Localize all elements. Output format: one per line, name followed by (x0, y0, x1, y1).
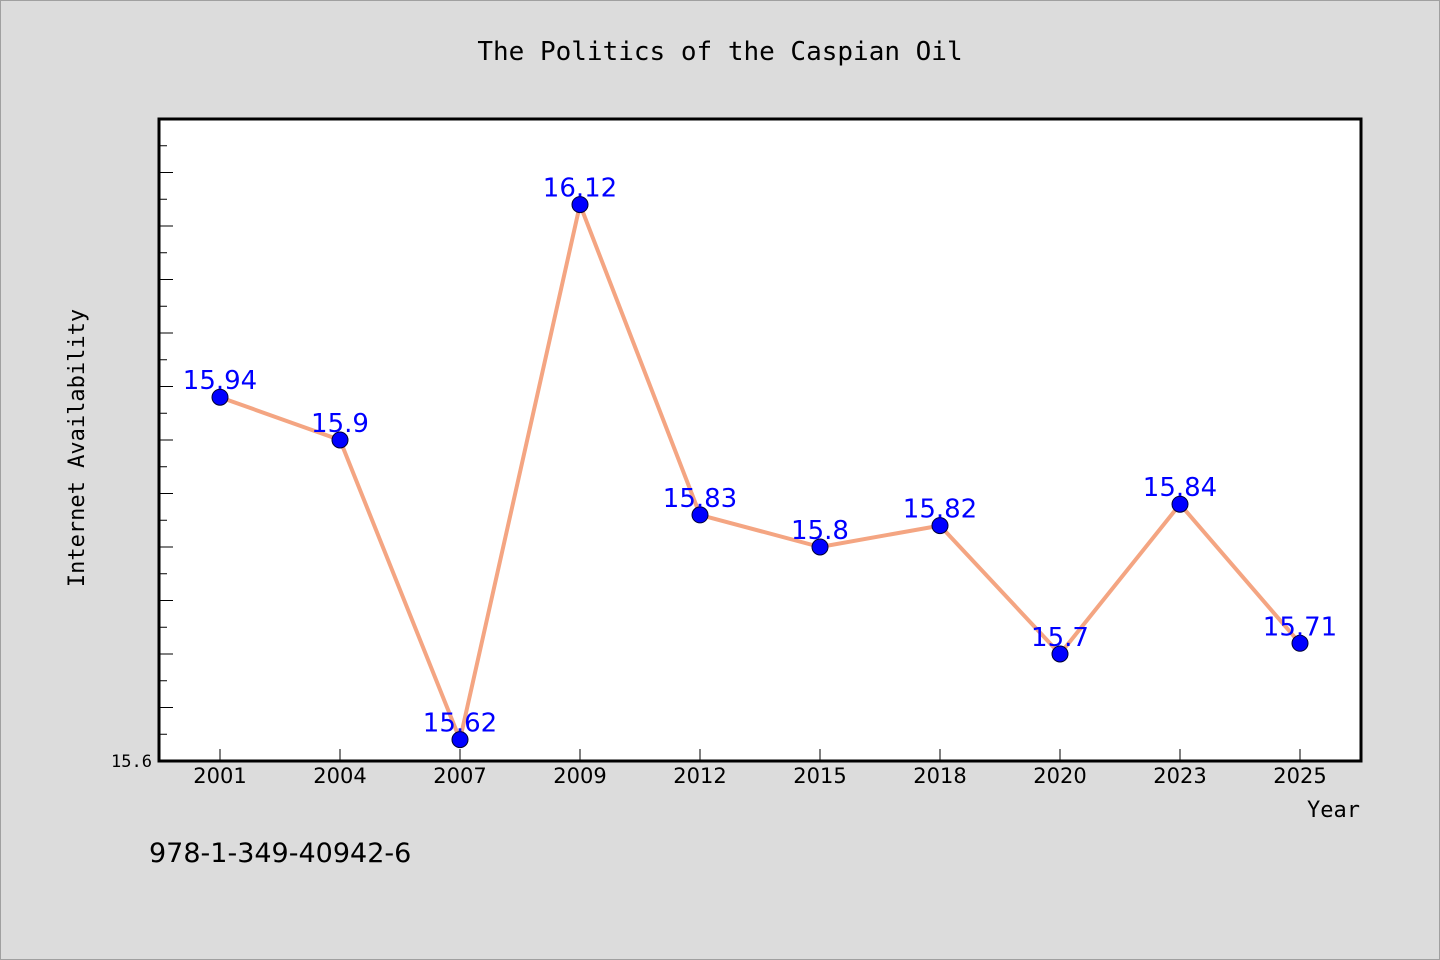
x-tick-label: 2023 (1153, 764, 1206, 788)
data-label: 15.7 (1031, 623, 1089, 653)
data-label: 16.12 (543, 174, 617, 204)
data-point (211, 388, 229, 406)
data-label: 15.8 (791, 516, 849, 546)
x-tick-label: 2018 (913, 764, 966, 788)
y-axis-ticks (159, 118, 173, 762)
isbn-text: 978-1-349-40942-6 (149, 838, 411, 869)
series-markers (211, 196, 1309, 749)
data-label: 15.84 (1143, 473, 1217, 503)
data-point (331, 431, 349, 449)
y-axis-tick-labels: 15.6 (111, 752, 152, 772)
data-label: 15.82 (903, 495, 977, 525)
x-axis-label: Year (1307, 798, 1360, 823)
data-point (571, 196, 589, 214)
data-label: 15.9 (311, 409, 369, 439)
x-tick-label: 2007 (433, 764, 486, 788)
data-point (1171, 495, 1189, 513)
data-label: 15.62 (423, 709, 497, 739)
series-line (219, 202, 1302, 742)
x-tick-label: 2012 (673, 764, 726, 788)
x-tick-label: 2020 (1033, 764, 1086, 788)
x-tick-label: 2015 (793, 764, 846, 788)
x-axis-ticks (219, 749, 1301, 761)
x-tick-label: 2009 (553, 764, 606, 788)
data-point (1051, 645, 1069, 663)
data-label: 15.83 (663, 484, 737, 514)
plot-area (157, 117, 1363, 763)
x-tick-label: 2004 (313, 764, 366, 788)
y-tick-label: 15.6 (111, 752, 152, 772)
data-point (451, 731, 469, 749)
x-tick-label: 2001 (193, 764, 246, 788)
data-point (931, 517, 949, 535)
data-label: 15.71 (1263, 612, 1337, 642)
data-point (691, 506, 709, 524)
data-point (811, 538, 829, 556)
data-labels: 15.94 15.9 15.62 16.12 15.83 15.8 15.82 15.7 15.… (183, 174, 1337, 739)
chart-title: The Politics of the Caspian Oil (477, 37, 962, 67)
x-axis-tick-labels: 2001 2004 2007 2009 2012 2015 2018 2020 2023 2025 (193, 764, 1326, 788)
data-point (1291, 634, 1309, 652)
data-label: 15.94 (183, 366, 257, 396)
y-axis-label: Internet Availability (65, 309, 90, 587)
x-tick-label: 2025 (1273, 764, 1326, 788)
